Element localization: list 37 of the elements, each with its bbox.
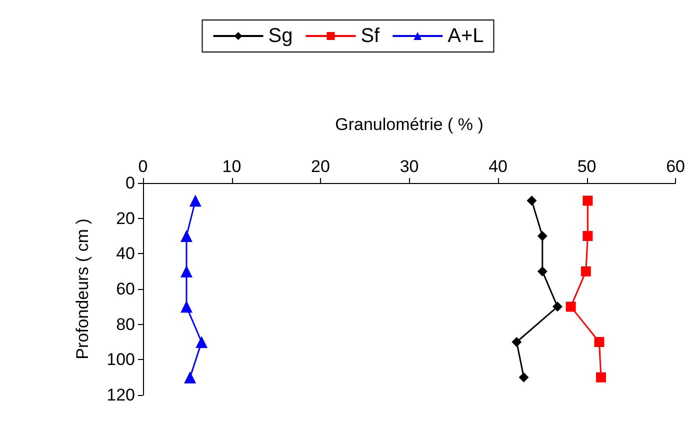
point (180, 230, 192, 242)
y-tick-label: 100 (106, 350, 135, 370)
point (552, 302, 562, 312)
x-tick-label: 40 (488, 157, 508, 176)
point (566, 302, 576, 312)
point (512, 337, 522, 347)
point (196, 336, 208, 348)
x-tick-label: 20 (311, 157, 330, 176)
point (582, 196, 593, 206)
legend-label: A+L (448, 25, 484, 47)
y-tick-label: 80 (116, 314, 135, 334)
point (596, 372, 606, 382)
point (518, 372, 529, 382)
x-tick-label: 30 (400, 157, 419, 176)
point (526, 196, 537, 206)
point (594, 337, 604, 347)
x-axis-title: Granulométrie ( % ) (335, 115, 484, 134)
y-tick-label: 60 (116, 280, 135, 298)
point (184, 371, 196, 384)
x-tick-label: 60 (666, 157, 686, 176)
point (180, 265, 192, 278)
point (580, 266, 591, 276)
y-tick-label: 20 (116, 208, 135, 228)
x-tick-label: 50 (577, 157, 596, 176)
point (537, 266, 548, 276)
point (189, 194, 202, 207)
y-tick-label: 40 (116, 244, 135, 264)
x-tick-label: 10 (222, 157, 242, 176)
x-tick-label: 0 (138, 157, 148, 176)
point (582, 231, 593, 241)
y-tick-label: 0 (126, 174, 135, 192)
legend-label: Sf (360, 25, 380, 47)
y-tick-label: 120 (106, 386, 135, 404)
point (180, 300, 192, 313)
point (537, 231, 548, 241)
legend-label: Sg (268, 25, 293, 47)
y-axis-title: Profondeurs ( cm ) (73, 218, 92, 360)
